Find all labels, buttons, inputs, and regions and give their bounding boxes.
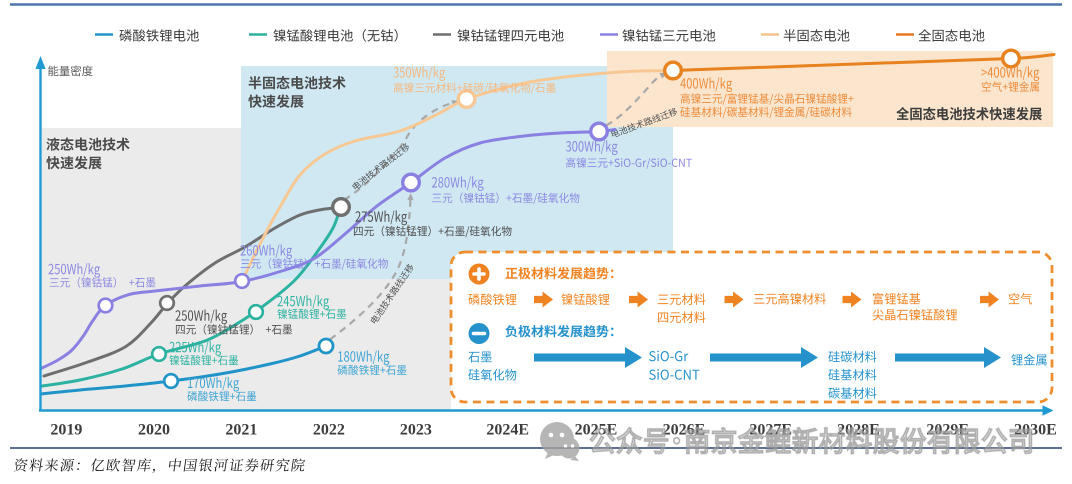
svg-text:2020: 2020 xyxy=(138,422,170,439)
svg-text:2021: 2021 xyxy=(225,422,257,439)
svg-text:2023: 2023 xyxy=(400,422,432,439)
svg-text:2026E: 2026E xyxy=(663,422,706,439)
svg-text:2022: 2022 xyxy=(313,422,345,439)
svg-text:2024E: 2024E xyxy=(486,422,529,439)
svg-text:2019: 2019 xyxy=(50,422,82,439)
